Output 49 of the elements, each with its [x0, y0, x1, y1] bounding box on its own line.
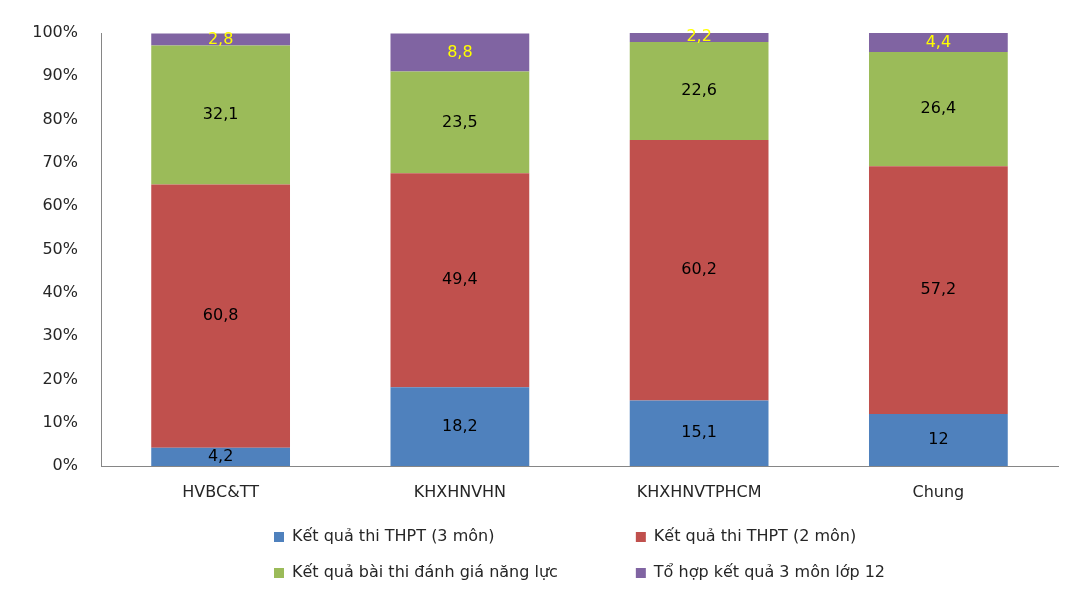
bar: [868, 52, 1008, 167]
data-label: 60,8: [202, 305, 239, 325]
data-label: 60,2: [681, 259, 717, 279]
legend-label: Kết quả bài thi đánh giá năng lực: [291, 562, 558, 582]
bar: [390, 173, 530, 388]
y-tick-label: 10%: [42, 411, 78, 431]
data-label: 22,6: [681, 80, 717, 100]
data-label: 12: [928, 429, 949, 449]
bar: [868, 33, 1008, 53]
x-tick-label: Chung: [912, 481, 965, 501]
bar: [868, 166, 1008, 415]
y-tick-label: 70%: [42, 152, 78, 172]
bar: [151, 447, 291, 466]
bar: [629, 400, 769, 466]
data-label: 23,5: [442, 111, 478, 131]
bar: [390, 71, 530, 174]
bar: [629, 139, 769, 401]
x-tick-label: KHXHNVTPHCM: [636, 481, 762, 501]
bar: [390, 387, 530, 466]
data-label: 4,4: [925, 31, 952, 51]
y-tick-label: 40%: [42, 281, 78, 301]
bar: [151, 45, 291, 185]
data-label: 26,4: [920, 98, 957, 118]
y-tick-label: 0%: [52, 455, 78, 475]
bar: [151, 184, 291, 448]
y-tick-label: 20%: [42, 368, 78, 388]
data-label: 18,2: [442, 415, 478, 435]
data-label: 8,8: [447, 41, 473, 61]
y-tick-label: 90%: [42, 65, 78, 85]
data-label: 49,4: [442, 269, 478, 289]
legend-label: Kết quả thi THPT (3 môn): [291, 526, 495, 546]
data-label: 32,1: [202, 104, 239, 124]
x-tick-label: KHXHNVHN: [413, 481, 507, 501]
bar: [868, 414, 1008, 466]
bar: [390, 33, 530, 72]
bar: [629, 42, 769, 140]
y-tick-label: 100%: [32, 22, 78, 42]
y-tick-label: 50%: [42, 238, 78, 258]
y-tick-label: 30%: [42, 325, 78, 345]
data-label: 15,1: [681, 422, 717, 442]
y-tick-label: 80%: [42, 108, 78, 128]
x-tick-label: HVBC&TT: [182, 481, 260, 501]
data-label: 57,2: [920, 279, 957, 299]
y-tick-label: 60%: [42, 195, 78, 215]
legend-label: Tổ hợp kết quả 3 môn lớp 12: [652, 562, 886, 582]
bar: [151, 33, 291, 46]
legend-label: Kết quả thi THPT (2 môn): [653, 526, 857, 546]
data-label: 4,2: [207, 446, 234, 466]
data-label: 2,8: [207, 28, 234, 48]
